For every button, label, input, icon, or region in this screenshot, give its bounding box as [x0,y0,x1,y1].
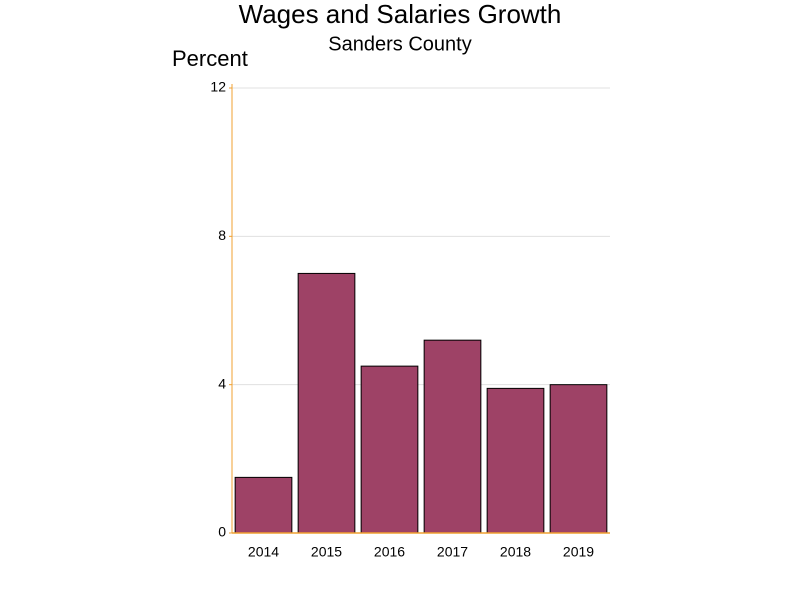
bar [549,384,608,534]
chart-subtitle: Sanders County [328,33,471,55]
y-tick-label: 0 [218,524,226,540]
x-tick-label: 2016 [374,544,405,560]
y-axis-label: Percent [172,46,248,71]
chart-title: Wages and Salaries Growth [239,0,562,29]
y-tick-label: 8 [218,227,226,243]
bar [486,387,545,534]
x-tick-label: 2018 [500,544,531,560]
bar [360,365,419,534]
bar [423,339,482,534]
x-tick-label: 2014 [248,544,279,560]
y-tick-label: 4 [218,375,226,391]
bar [297,272,356,534]
bar [234,476,293,534]
x-tick-label: 2017 [437,544,468,560]
y-tick-label: 12 [210,79,226,95]
x-tick-label: 2019 [563,544,594,560]
x-tick-label: 2015 [311,544,342,560]
